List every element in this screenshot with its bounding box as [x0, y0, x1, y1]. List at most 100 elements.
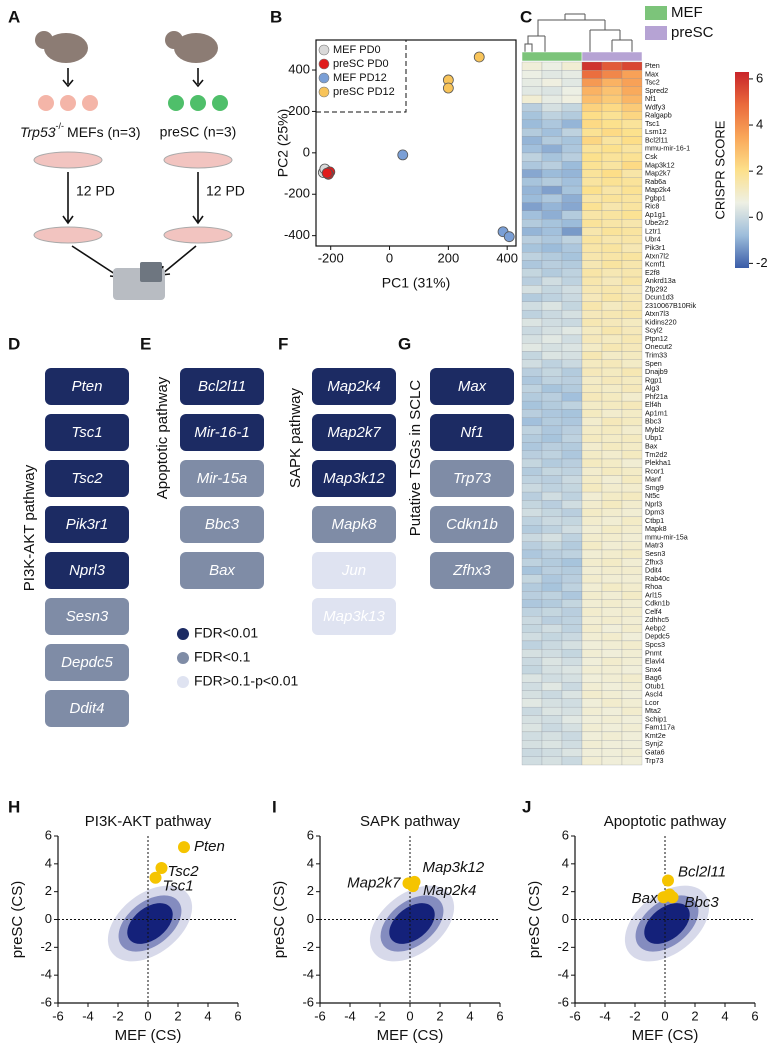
heatmap-cell	[541, 301, 563, 311]
heatmap-cell	[581, 334, 603, 344]
row-label: Max	[645, 69, 659, 78]
panel-label: A	[8, 7, 20, 26]
heatmap-cell	[601, 276, 623, 286]
heatmap-cell	[561, 682, 583, 691]
heatmap-cell	[621, 475, 643, 484]
heatmap-cell	[581, 94, 603, 104]
heatmap-cell	[601, 467, 623, 476]
heatmap-cell	[541, 706, 563, 716]
gene-label: Bax	[209, 562, 235, 579]
heatmap-cell	[561, 458, 583, 468]
colorbar-label: CRISPR SCORE	[712, 120, 727, 219]
row-label: Depdc5	[645, 632, 670, 641]
heatmap-cell	[621, 533, 643, 542]
heatmap-cell	[561, 119, 583, 129]
x-tick-label: 0	[386, 250, 393, 265]
row-label: Schip1	[645, 714, 667, 723]
heatmap-cell	[621, 301, 643, 311]
heatmap-cell	[601, 243, 623, 253]
heatmap-cell	[521, 268, 543, 278]
heatmap-cell	[521, 491, 543, 501]
heatmap-cell	[561, 103, 583, 112]
plot-frame	[315, 39, 517, 247]
heatmap-cell	[621, 318, 643, 327]
heatmap-cell	[541, 475, 563, 484]
legend-marker	[177, 676, 189, 688]
row-label: Phf21a	[645, 392, 668, 401]
heatmap-cell	[541, 558, 563, 567]
heatmap-cell	[541, 500, 563, 509]
gene-box	[45, 552, 129, 589]
heatmap-cell	[561, 607, 583, 617]
heatmap-cell	[521, 425, 543, 435]
x-tick-label: -2	[112, 1008, 124, 1023]
row-label: Scyl2	[645, 326, 663, 335]
x-axis-label: PC1 (31%)	[382, 275, 450, 291]
heatmap-cell	[541, 367, 563, 377]
heatmap-cell	[601, 326, 623, 336]
gene-label: Depdc5	[61, 654, 113, 671]
heatmap-cell	[561, 392, 583, 402]
heatmap-cell	[561, 508, 583, 518]
heatmap-cell	[541, 657, 563, 666]
gene-label: Map2k4	[327, 378, 380, 395]
point-cloud	[644, 903, 690, 944]
row-label: Rab40c	[645, 574, 670, 583]
heatmap-cell	[561, 334, 583, 344]
row-label: Manf	[645, 475, 661, 484]
heatmap-cell	[601, 103, 623, 112]
colorbar	[735, 72, 749, 268]
y-tick-label: -200	[284, 186, 310, 201]
row-label: Ankrd13a	[645, 276, 676, 285]
y-tick-label: 6	[45, 827, 52, 842]
x-tick-label: -6	[314, 1008, 326, 1023]
row-label: Mybl2	[645, 425, 664, 434]
panel-label: F	[278, 334, 288, 353]
gene-label: Mapk8	[331, 516, 377, 533]
heatmap-cell	[561, 144, 583, 154]
heatmap-cell	[621, 103, 643, 112]
superscript: -/-	[56, 121, 65, 131]
mouse-icon	[174, 33, 218, 63]
gene-box	[45, 414, 129, 451]
heatmap-cell	[621, 384, 643, 393]
x-tick-label: 2	[174, 1008, 181, 1023]
heatmap-cell	[601, 434, 623, 443]
x-tick-label: -200	[318, 250, 344, 265]
row-label: Fam117a	[645, 723, 675, 732]
heatmap-cell	[541, 78, 563, 87]
heatmap-cell	[561, 301, 583, 311]
heatmap-cell	[621, 665, 643, 675]
heatmap-cell	[541, 756, 563, 766]
row-label: Kmt2e	[645, 731, 666, 740]
row-label: Pik3r1	[645, 243, 665, 252]
heatmap-cell	[601, 152, 623, 162]
point	[397, 149, 409, 161]
heatmap-cell	[601, 491, 623, 501]
y-axis-label: preSC (CS)	[9, 881, 26, 959]
heatmap-cell	[561, 500, 583, 509]
heatmap-cell	[621, 756, 643, 766]
heatmap-cell	[581, 367, 603, 377]
heatmap-cell	[561, 599, 583, 608]
gene-label: Mir-16-1	[194, 424, 250, 441]
heatmap-cell	[521, 682, 543, 691]
heatmap-cell	[621, 582, 643, 592]
heatmap-cell	[561, 442, 583, 451]
heatmap-cell	[521, 624, 543, 633]
heatmap-cell	[521, 94, 543, 104]
heatmap-cell	[601, 392, 623, 402]
row-label: Dcun1d3	[645, 293, 674, 302]
heatmap-cell	[541, 525, 563, 534]
heatmap-cell	[581, 70, 603, 79]
plates	[33, 151, 233, 244]
heatmap-cell	[521, 516, 543, 526]
heatmap-cell	[521, 128, 543, 137]
heatmap-cell	[541, 549, 563, 559]
heatmap-cell	[521, 334, 543, 344]
gene-label: Cdkn1b	[446, 516, 498, 533]
heatmap-cell	[581, 111, 603, 121]
row-label: Pgbp1	[645, 193, 666, 202]
colorbar-tick-label: 0	[756, 209, 763, 224]
heatmap-cell	[601, 682, 623, 691]
